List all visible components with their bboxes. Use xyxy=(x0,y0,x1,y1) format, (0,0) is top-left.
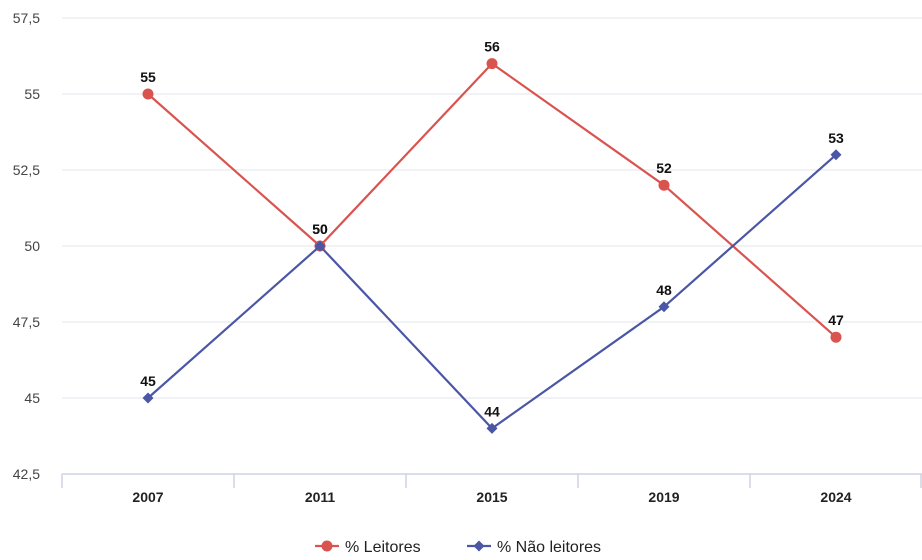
data-label: 56 xyxy=(484,39,500,55)
data-point[interactable] xyxy=(830,331,842,343)
data-label: 50 xyxy=(312,221,328,237)
data-label: 44 xyxy=(484,403,500,419)
series-line xyxy=(147,153,837,430)
y-tick-label: 57,5 xyxy=(13,10,40,26)
data-label: 45 xyxy=(140,373,156,389)
legend-marker xyxy=(473,540,485,552)
y-tick-label: 52,5 xyxy=(13,162,40,178)
legend-label: % Não leitores xyxy=(497,539,601,555)
x-tick-label: 2024 xyxy=(820,489,851,505)
series-line xyxy=(147,62,837,339)
data-label: 52 xyxy=(656,160,672,176)
legend[interactable]: % Leitores % Não leitores xyxy=(315,539,601,556)
grid-layer xyxy=(62,17,922,399)
data-label: 50 xyxy=(312,221,328,237)
x-axis xyxy=(61,473,922,488)
data-point[interactable] xyxy=(486,422,498,434)
x-axis-labels: 2007 2011 2015 2019 2024 xyxy=(132,489,851,505)
x-tick-label: 2011 xyxy=(305,489,336,505)
y-axis: 42,5 45 47,5 50 52,5 55 57,5 xyxy=(13,10,40,482)
data-point[interactable] xyxy=(314,240,326,252)
x-tick-label: 2015 xyxy=(476,489,507,505)
data-label: 47 xyxy=(828,312,844,328)
data-point[interactable] xyxy=(658,301,670,313)
legend-item[interactable]: % Não leitores xyxy=(467,539,601,556)
data-point[interactable] xyxy=(142,392,154,404)
data-label: 48 xyxy=(656,282,672,298)
data-label: 53 xyxy=(828,130,844,146)
x-tick-label: 2007 xyxy=(132,489,163,505)
y-tick-label: 55 xyxy=(24,86,40,102)
y-tick-label: 45 xyxy=(24,390,40,406)
data-point[interactable] xyxy=(658,179,670,191)
data-point[interactable] xyxy=(142,88,154,100)
data-label: 55 xyxy=(140,69,156,85)
legend-marker xyxy=(321,540,333,552)
x-tick-label: 2019 xyxy=(648,489,679,505)
legend-item[interactable]: % Leitores xyxy=(315,539,421,556)
y-tick-label: 50 xyxy=(24,238,40,254)
legend-label: % Leitores xyxy=(345,539,421,555)
y-tick-label: 42,5 xyxy=(13,466,40,482)
series-layer xyxy=(142,58,842,434)
data-point[interactable] xyxy=(830,149,842,161)
data-point[interactable] xyxy=(486,58,498,70)
y-tick-label: 47,5 xyxy=(13,314,40,330)
